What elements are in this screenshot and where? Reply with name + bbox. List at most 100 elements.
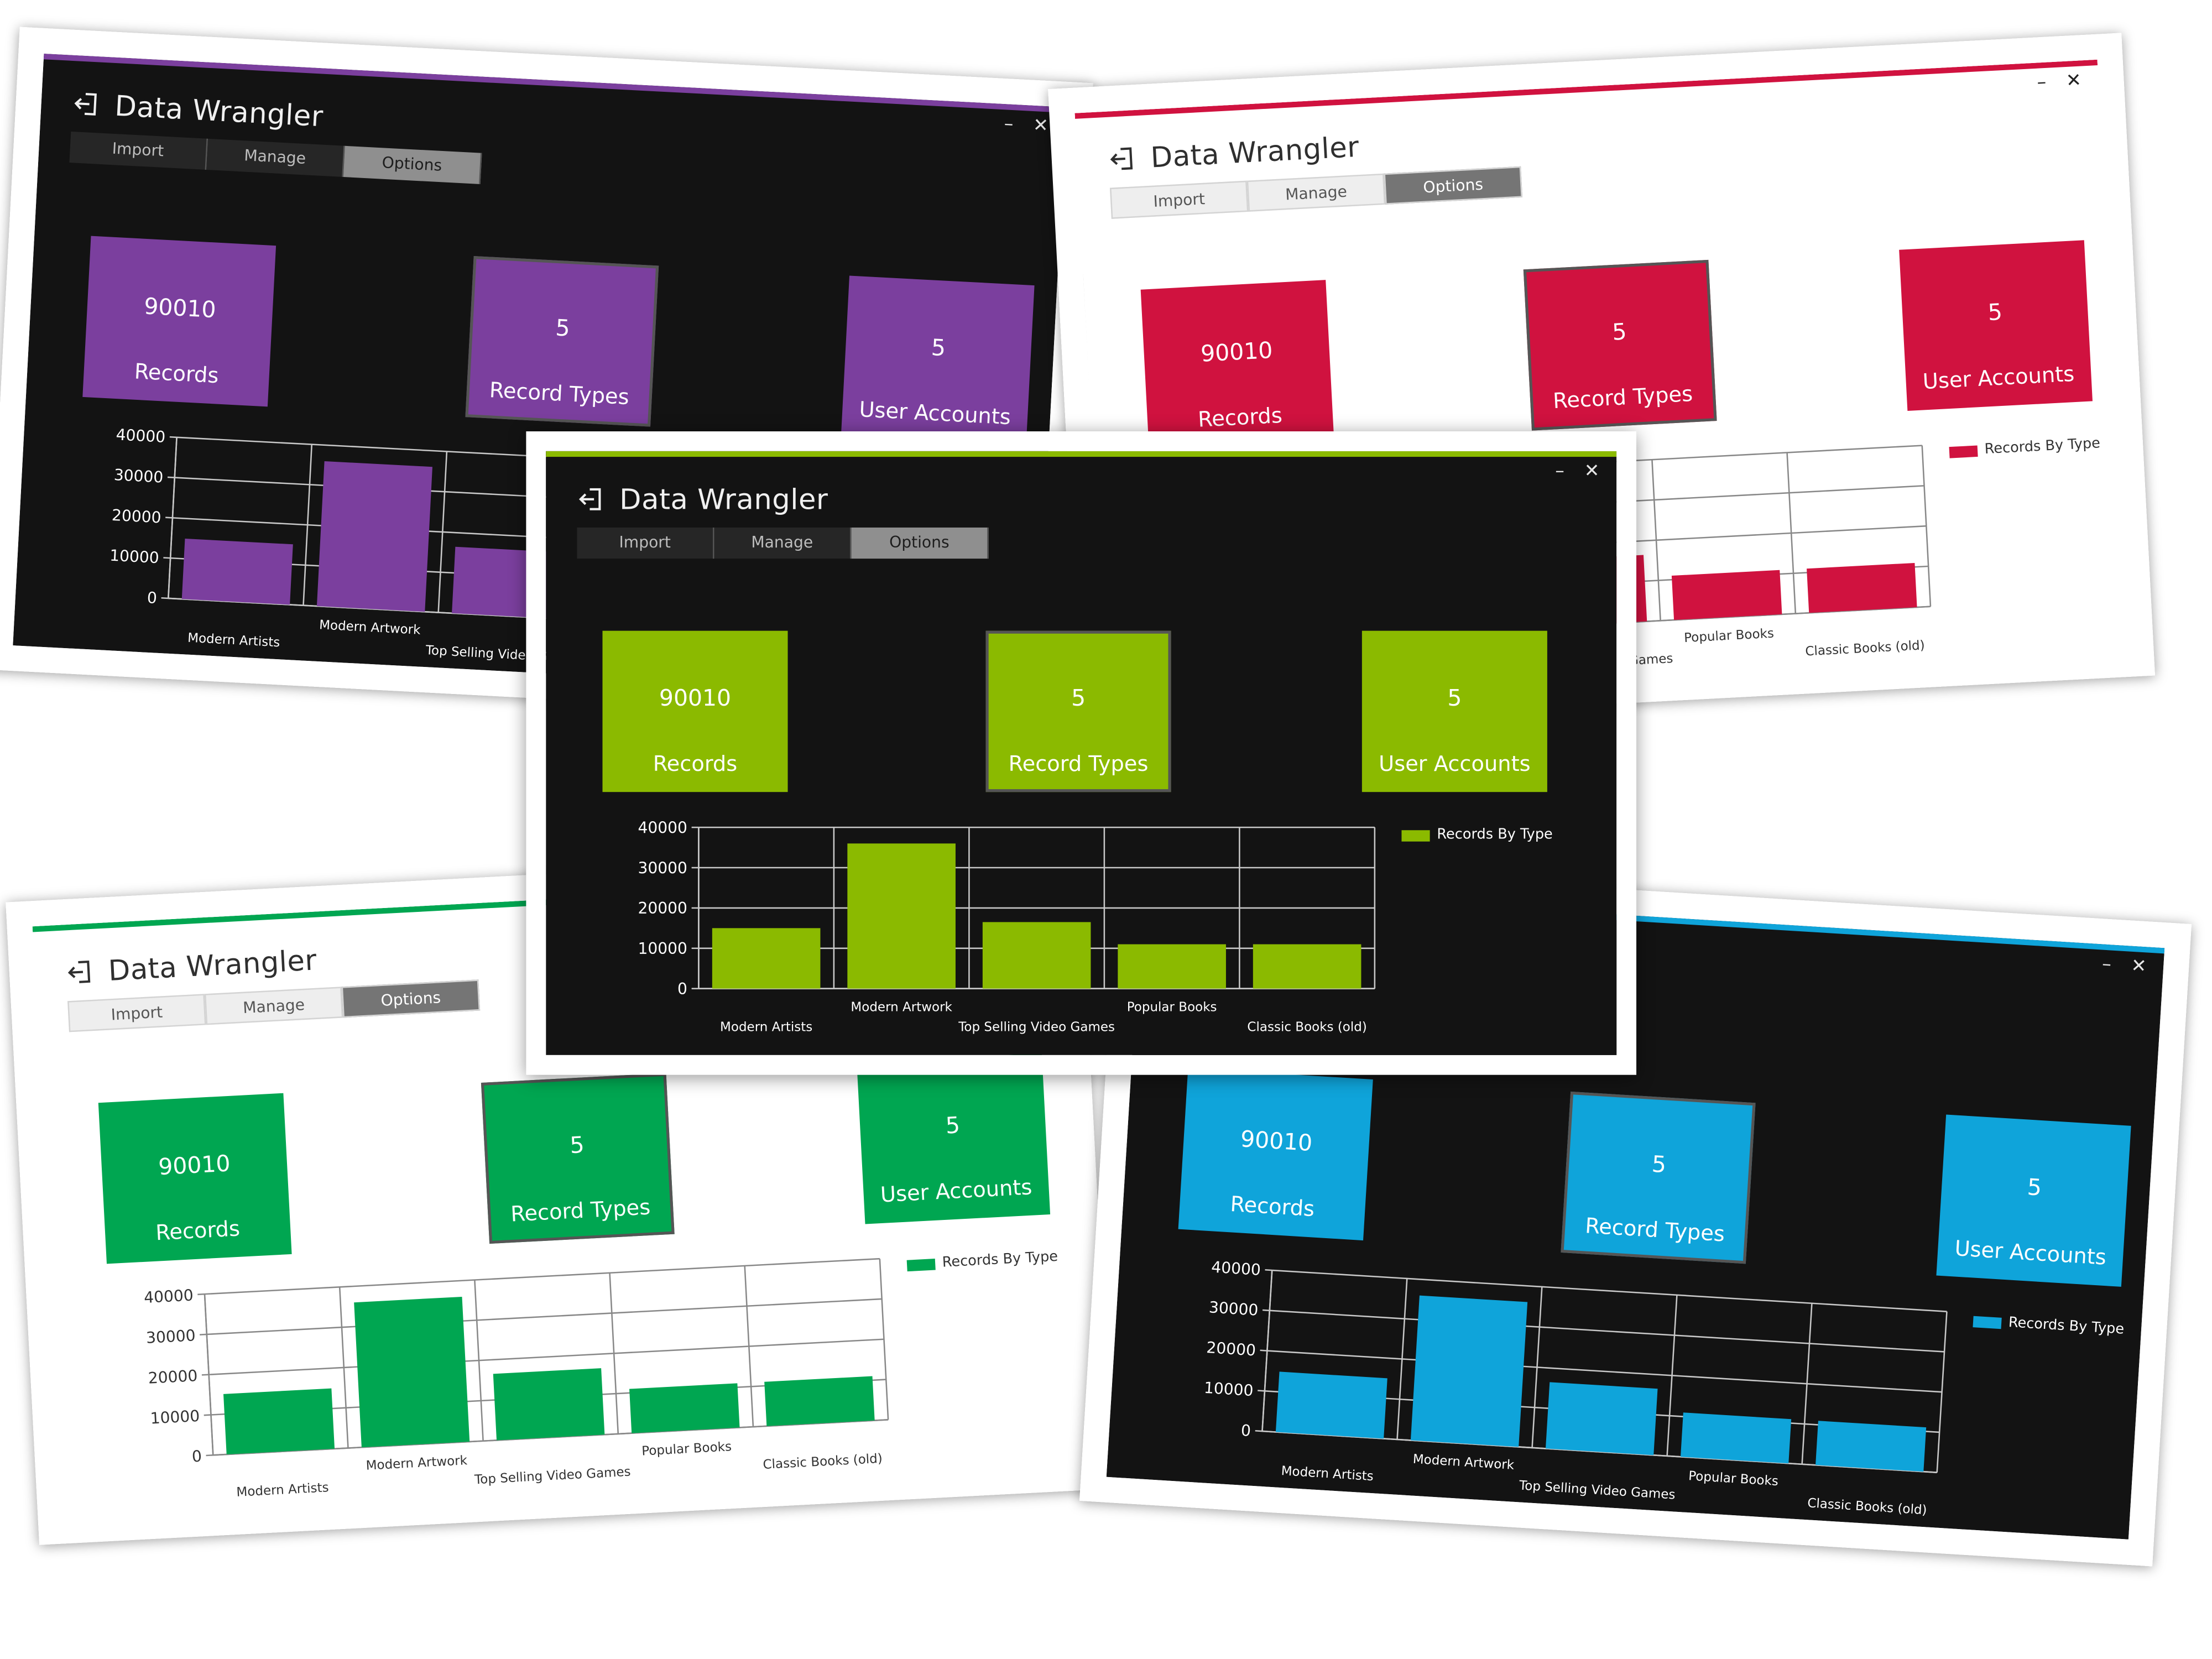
y-axis	[204, 1294, 214, 1455]
tab-import[interactable]: Import	[69, 131, 208, 170]
y-axis	[1261, 1270, 1273, 1432]
grid-line-v	[338, 1287, 349, 1448]
y-tick-label: 30000	[145, 1326, 196, 1347]
app-title: Data Wrangler	[619, 482, 828, 517]
tile-user-accounts-label: User Accounts	[1922, 361, 2075, 395]
y-axis	[168, 437, 178, 599]
tile-record-types-label: Record Types	[510, 1194, 651, 1227]
tab-options[interactable]: Options	[341, 979, 481, 1018]
chart-legend: Records By Type	[1401, 827, 1553, 843]
tile-record-types-label: Record Types	[1584, 1213, 1726, 1247]
x-category-label: Modern Artwork	[319, 618, 421, 638]
tile-user-accounts-value: 5	[945, 1111, 961, 1139]
grid-line-h	[204, 1258, 880, 1295]
grid-line-v	[879, 1259, 889, 1420]
close-button[interactable]: ✕	[2065, 70, 2082, 93]
sign-out-icon[interactable]	[577, 485, 605, 513]
bar-3	[493, 1368, 605, 1441]
y-tick-label: 40000	[116, 425, 166, 446]
y-tick	[197, 1293, 205, 1296]
grid-line-h	[208, 1338, 884, 1376]
sign-out-icon-glyph	[67, 960, 91, 983]
close-button[interactable]: ✕	[2130, 956, 2147, 978]
tile-records[interactable]: 90010 Records	[602, 630, 788, 792]
tile-records[interactable]: 90010 Records	[98, 1093, 292, 1264]
tile-user-accounts[interactable]: 5 User Accounts	[1361, 630, 1547, 792]
tab-manage[interactable]: Manage	[714, 527, 852, 559]
tab-manage[interactable]: Manage	[1246, 173, 1386, 212]
y-tick-label: 30000	[638, 859, 687, 877]
tab-options[interactable]: Options	[1384, 166, 1523, 205]
y-tick-label: 30000	[1208, 1298, 1259, 1319]
tile-record-types[interactable]: 5 Record Types	[985, 630, 1171, 792]
y-tick-label: 40000	[1211, 1258, 1261, 1279]
close-button[interactable]: ✕	[1032, 115, 1049, 138]
tab-strip: Import Manage Options	[69, 131, 482, 184]
tab-strip: Import Manage Options	[577, 527, 989, 559]
close-button[interactable]: ✕	[1584, 461, 1600, 483]
tile-record-types-value: 5	[1071, 684, 1086, 712]
bar-4	[1681, 1412, 1792, 1464]
tile-records-label: Records	[1197, 403, 1283, 432]
tab-import[interactable]: Import	[67, 994, 206, 1032]
records-chart: 0 10000 20000 30000 40000 Modern Artists Moder…	[143, 1258, 889, 1500]
bar-1	[181, 539, 293, 605]
bar-5	[1253, 944, 1361, 989]
app-title: Data Wrangler	[114, 88, 325, 134]
x-category-label: Popular Books	[641, 1439, 732, 1458]
y-tick-label: 40000	[638, 818, 687, 837]
tab-options[interactable]: Options	[343, 145, 482, 184]
x-category-label: Top Selling Video Games	[958, 1020, 1115, 1034]
sign-out-icon-glyph	[1110, 147, 1133, 170]
minimize-button[interactable]: –	[2036, 72, 2047, 94]
minimize-button[interactable]: –	[2101, 954, 2112, 976]
tab-options[interactable]: Options	[851, 527, 989, 559]
x-category-label: Modern Artwork	[1412, 1452, 1515, 1473]
tab-import[interactable]: Import	[1109, 180, 1249, 219]
window-lime: – ✕ Data Wrangler Import Manage Options …	[526, 431, 1637, 1075]
tab-manage[interactable]: Manage	[204, 987, 343, 1025]
tile-records-value: 90010	[659, 684, 732, 712]
grid-line-v	[1786, 452, 1797, 614]
y-tick-label: 0	[677, 980, 687, 998]
tile-record-types[interactable]: 5 Record Types	[1523, 259, 1717, 431]
sign-out-icon[interactable]	[65, 957, 95, 987]
tab-import[interactable]: Import	[577, 527, 714, 559]
tile-user-accounts[interactable]: 5 User Accounts	[1936, 1114, 2131, 1287]
minimize-button[interactable]: –	[1003, 113, 1014, 136]
app-title: Data Wrangler	[107, 942, 318, 988]
tile-records-label: Records	[1229, 1191, 1316, 1222]
grid-line-v	[609, 1272, 619, 1434]
bar-1	[223, 1388, 335, 1455]
x-category-label: Top Selling Video Games	[473, 1465, 631, 1488]
minimize-button[interactable]: –	[1555, 461, 1564, 483]
grid-line-v	[437, 451, 448, 613]
tab-manage[interactable]: Manage	[206, 138, 345, 177]
tile-records[interactable]: 90010 Records	[82, 236, 276, 407]
tile-records[interactable]: 90010 Records	[1140, 280, 1334, 451]
bar-2	[1410, 1295, 1528, 1447]
grid-line-v	[1531, 1286, 1543, 1448]
accent-bar	[1074, 59, 2098, 119]
y-tick-label: 20000	[1206, 1338, 1256, 1359]
tile-records[interactable]: 90010 Records	[1178, 1068, 1373, 1241]
sign-out-icon-glyph	[74, 93, 97, 116]
tile-record-types-label: Record Types	[1008, 751, 1149, 777]
tile-record-types-value: 5	[569, 1131, 585, 1159]
window-controls: – ✕	[1555, 462, 1599, 481]
records-chart: 0 10000 20000 30000 40000 Modern Artists Moder…	[638, 818, 1376, 1034]
y-tick-label: 20000	[638, 899, 687, 917]
tile-record-types[interactable]: 5 Record Types	[465, 255, 659, 427]
tile-user-accounts[interactable]: 5 User Accounts	[857, 1053, 1051, 1224]
tile-user-accounts[interactable]: 5 User Accounts	[841, 275, 1035, 447]
bar-4	[1671, 570, 1782, 620]
tile-record-types[interactable]: 5 Record Types	[481, 1073, 675, 1244]
sign-out-icon[interactable]	[1108, 144, 1138, 174]
grid-line-v	[744, 1265, 754, 1427]
tile-record-types[interactable]: 5 Record Types	[1561, 1091, 1756, 1264]
tile-record-types-label: Record Types	[1552, 381, 1694, 414]
grid-line-v	[1921, 445, 1932, 607]
legend-swatch	[906, 1258, 936, 1271]
sign-out-icon[interactable]	[72, 89, 102, 119]
tile-user-accounts[interactable]: 5 User Accounts	[1899, 240, 2093, 411]
